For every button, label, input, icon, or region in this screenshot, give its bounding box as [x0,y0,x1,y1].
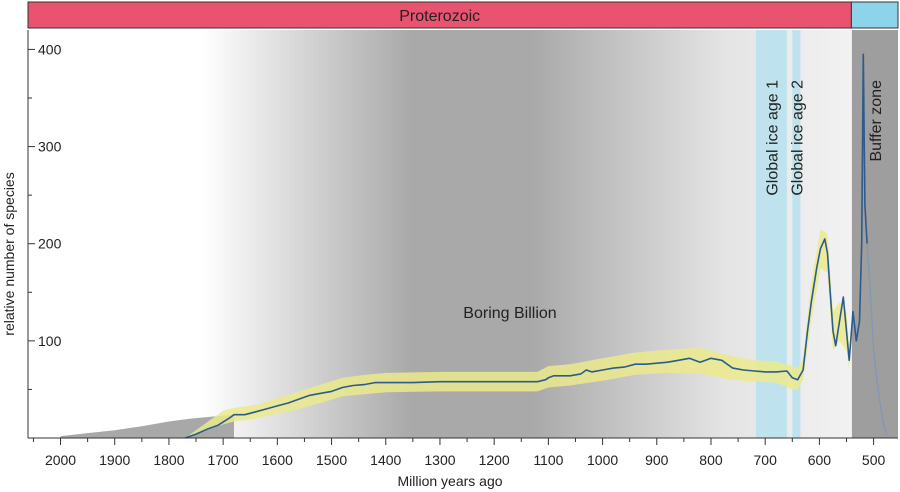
x-tick-label: 1000 [587,452,618,468]
buffer-zone-band [851,30,898,438]
era-label: Proterozoic [399,8,480,25]
x-tick-label: 1900 [99,452,130,468]
x-tick-label: 900 [645,452,669,468]
era-segment-2 [850,1,899,29]
era-bar: Proterozoic [27,1,899,29]
species-line [184,53,868,439]
x-tick-label: 700 [754,452,778,468]
x-tick-label: 1600 [262,452,293,468]
y-tick-label: 400 [38,41,62,57]
x-tick-label: 2000 [45,452,76,468]
axes: 2000 1900 1800 1700 1600 1500 1400 1300 1200 1100… [1,30,898,489]
y-tick-label: 100 [38,333,62,349]
y-tick-label: 300 [38,139,62,155]
x-tick-label: 500 [862,452,886,468]
x-tick-label: 1300 [424,452,455,468]
annotation-layer: Boring Billion Global ice age 1 Global ice… [463,80,885,322]
y-tick-label: 200 [38,236,62,252]
boring-billion-label: Boring Billion [463,305,556,322]
y-axis-title: relative number of species [1,172,17,335]
x-tick-label: 1200 [479,452,510,468]
ice-age-1-label: Global ice age 1 [764,80,781,196]
x-tick-label: 800 [699,452,723,468]
buffer-zone-label: Buffer zone [868,80,885,162]
x-tick-label: 1400 [370,452,401,468]
x-axis-title: Million years ago [397,473,502,489]
ice-age-2-label: Global ice age 2 [789,80,806,196]
x-tick-label: 1500 [316,452,347,468]
x-tick-label: 600 [808,452,832,468]
era-segment-1 [27,1,852,29]
x-tick-label: 1700 [208,452,239,468]
ice-age-band-2 [792,30,801,438]
species-line-buffer [866,243,888,436]
x-tick-label: 1800 [153,452,184,468]
background-shading [28,30,898,438]
older-record-area [60,414,234,438]
species-line-layer [184,53,888,439]
x-tick-label: 1100 [533,452,563,468]
